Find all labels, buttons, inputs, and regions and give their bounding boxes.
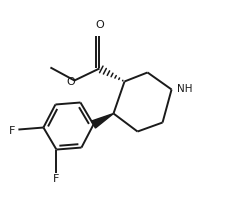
Text: F: F	[9, 125, 16, 135]
Polygon shape	[91, 114, 114, 128]
Text: F: F	[53, 173, 60, 183]
Text: O: O	[67, 77, 75, 87]
Text: O: O	[95, 20, 104, 30]
Text: NH: NH	[177, 84, 192, 94]
